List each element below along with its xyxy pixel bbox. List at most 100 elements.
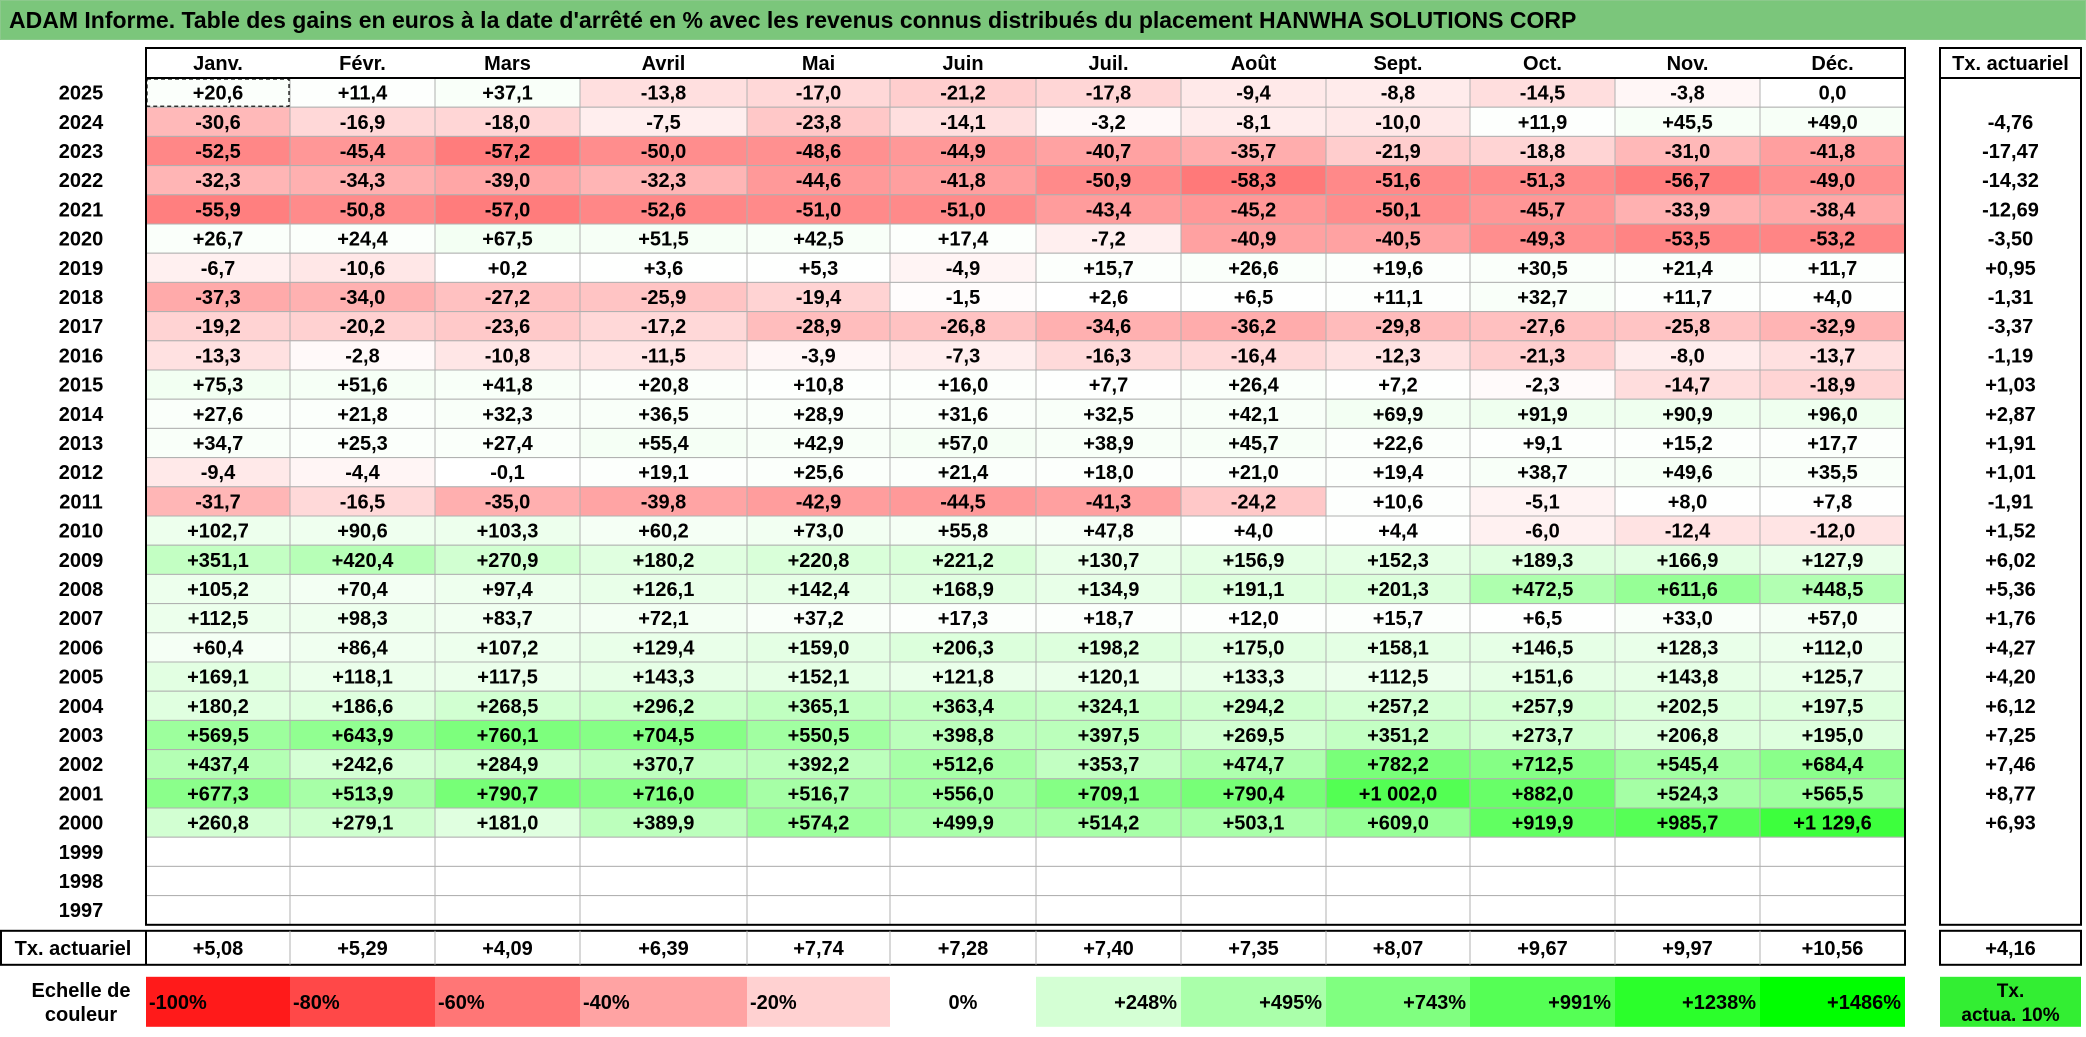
heat-cell <box>1759 719 1906 751</box>
cell-value: +152,3 <box>1367 550 1429 572</box>
heat-cell <box>1325 895 1471 926</box>
heat-cell <box>889 836 1037 867</box>
cell-value: +91,9 <box>1517 404 1568 426</box>
heat-cell <box>1035 427 1182 459</box>
cell-value: +790,7 <box>477 783 539 805</box>
heat-cell <box>889 311 1037 342</box>
cell-value: -52,5 <box>195 141 241 163</box>
heat-cell <box>1180 573 1327 605</box>
cell-value: +284,9 <box>477 754 539 776</box>
rate-cell <box>1940 194 2081 224</box>
cell-value: +70,4 <box>337 579 388 601</box>
cell-value: +198,2 <box>1078 637 1140 659</box>
heat-cell <box>434 252 581 283</box>
heat-cell <box>145 340 291 371</box>
heat-cell <box>1180 398 1327 429</box>
heat-cell <box>1469 573 1616 605</box>
heat-cell <box>746 135 891 167</box>
heat-cell <box>579 632 748 663</box>
cell-value: +49,0 <box>1807 112 1858 134</box>
heat-cell <box>1469 719 1616 751</box>
heat-cell <box>1325 661 1471 692</box>
heat-cell <box>1614 398 1761 429</box>
cell-value: -1,5 <box>946 287 980 309</box>
cell-value: +5,3 <box>799 258 838 280</box>
cell-value: -26,8 <box>940 316 986 338</box>
cell-value: -44,9 <box>940 141 986 163</box>
heat-cell <box>1325 369 1471 400</box>
scale-stop-label: +743% <box>1403 992 1466 1014</box>
heat-cell <box>746 836 891 867</box>
rate-cell <box>1940 224 2081 254</box>
cell-value: -2,8 <box>345 345 379 367</box>
cell-value: -14,7 <box>1665 375 1711 397</box>
cell-value: +32,7 <box>1517 287 1568 309</box>
scale-swatch <box>1760 976 1905 1027</box>
heat-cell <box>145 281 291 313</box>
heat-cell <box>1469 865 1616 897</box>
rate-value: -3,50 <box>1988 229 2034 251</box>
year-label: 2010 <box>59 521 104 543</box>
cell-value: -3,2 <box>1091 112 1125 134</box>
cell-value: +25,3 <box>337 433 388 455</box>
footer-value: +5,29 <box>337 938 388 960</box>
heat-cell <box>145 661 291 692</box>
cell-value: +324,1 <box>1078 696 1140 718</box>
heat-cell <box>579 690 748 721</box>
cell-value: +565,5 <box>1802 783 1864 805</box>
heat-cell <box>1469 427 1616 459</box>
rate-cell <box>1940 603 2081 633</box>
cell-value: +127,9 <box>1802 550 1864 572</box>
cell-value: +609,0 <box>1367 813 1429 835</box>
scale-stop-label: 0% <box>949 992 978 1014</box>
cell-value: +351,2 <box>1367 725 1429 747</box>
rate-column-border <box>1939 47 2082 926</box>
cell-value: +10,6 <box>1373 491 1424 513</box>
footer-border <box>0 929 1906 966</box>
cell-value: +4,0 <box>1813 287 1852 309</box>
scale-stop-label: +248% <box>1114 992 1177 1014</box>
cell-value: -29,8 <box>1375 316 1421 338</box>
cell-value: -8,0 <box>1670 345 1704 367</box>
heat-cell <box>1614 427 1761 459</box>
cell-value: +121,8 <box>932 667 994 689</box>
heat-cell <box>889 486 1037 517</box>
heat-cell <box>289 573 436 605</box>
cell-value: -57,0 <box>485 199 531 221</box>
cell-value: +36,5 <box>638 404 689 426</box>
rate-value: +4,27 <box>1985 637 2036 659</box>
cell-value: +569,5 <box>187 725 249 747</box>
cell-value: +189,3 <box>1512 550 1574 572</box>
cell-value: +503,1 <box>1223 813 1285 835</box>
column-header: Oct. <box>1523 53 1562 75</box>
heat-cell <box>434 836 581 867</box>
year-label: 2015 <box>59 375 104 397</box>
heat-cell <box>1469 486 1616 517</box>
cell-value: +270,9 <box>477 550 539 572</box>
cell-value: -7,3 <box>946 345 980 367</box>
rate-value: +1,76 <box>1985 608 2036 630</box>
rate-cell <box>1940 253 2081 283</box>
cell-value: -50,9 <box>1086 170 1132 192</box>
heat-cell <box>1325 719 1471 751</box>
year-label: 2002 <box>59 754 104 776</box>
year-label: 2006 <box>59 637 104 659</box>
table-border <box>145 47 1906 926</box>
heat-cell <box>434 573 581 605</box>
rate-value: +4,20 <box>1985 667 2036 689</box>
cell-value: +363,4 <box>932 696 995 718</box>
cell-value: +105,2 <box>187 579 249 601</box>
heat-cell <box>1180 281 1327 313</box>
cell-value: +57,0 <box>938 433 989 455</box>
heat-cell <box>289 281 436 313</box>
cell-value: +257,9 <box>1512 696 1574 718</box>
heat-cell <box>1469 544 1616 575</box>
heat-cell <box>1180 544 1327 575</box>
cell-value: +11,1 <box>1373 287 1423 309</box>
cell-value: -9,4 <box>1236 83 1271 105</box>
scale-stop-label: -40% <box>583 992 630 1014</box>
cell-value: +90,6 <box>337 521 388 543</box>
cell-value: +221,2 <box>932 550 994 572</box>
heat-cell <box>145 895 291 926</box>
heat-cell <box>434 807 581 838</box>
